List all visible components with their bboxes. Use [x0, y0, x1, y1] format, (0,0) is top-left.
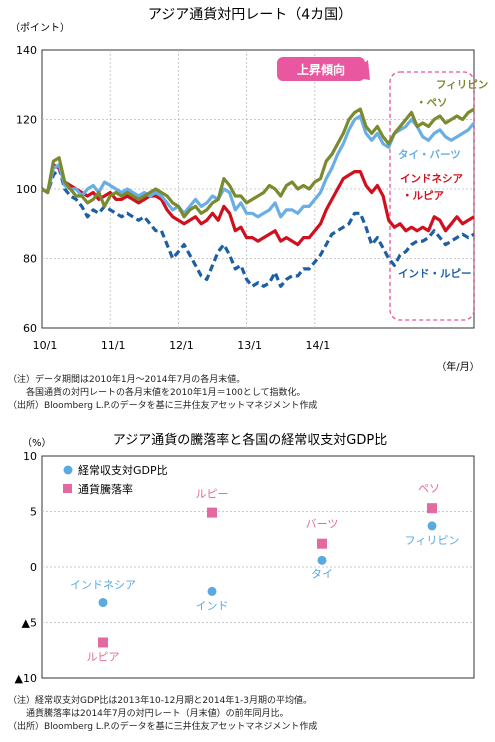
scatter-point-label: バーツ [306, 518, 339, 531]
scatter-ytick-label: ▲10 [15, 672, 37, 685]
scatter-point-gdp [427, 521, 437, 531]
series-line-philippines [41, 107, 475, 219]
note-bottom-line: （注）経常収支対GDP比は2013年10-12月期と2014年1-3月期の平均値… [8, 694, 312, 706]
scatter-point-fx [98, 637, 108, 648]
scatter-chart-ylabel: （%） [22, 437, 52, 449]
trend-annotation: 上昇傾向 [277, 57, 370, 81]
note-bottom-line: （出所）Bloomberg L.P.のデータを基に三井住友アセットマネジメント作… [8, 720, 317, 732]
line-ytick-label: 80 [23, 253, 37, 266]
scatter-ytick-label: 5 [30, 506, 37, 519]
scatter-point-label: インドネシア [70, 579, 136, 592]
scatter-point-label: ペソ [418, 482, 440, 495]
legend-label: 通貨騰落率 [78, 482, 133, 496]
note-bottom-line: 通貨騰落率は2014年7月の対円レート（月末値）の前年同月比。 [8, 707, 289, 719]
scatter-chart-title: アジア通貨の騰落率と各国の経常収支対GDP比 [113, 432, 387, 448]
note-top-line: （注）データ期間は2010年1月～2014年7月の各月末値。 [8, 373, 245, 385]
series-label-indonesia: ・ルピア [402, 190, 444, 202]
line-ytick-label: 60 [23, 322, 37, 335]
scatter-ytick-label: 10 [23, 450, 37, 463]
scatter-point-label: フィリピン [405, 534, 460, 547]
scatter-point-fx [427, 503, 437, 514]
series-label-thailand: タイ・バーツ [398, 149, 461, 161]
scatter-point-fx [207, 507, 217, 518]
series-label-philippines: ・ペソ [416, 97, 448, 109]
legend-marker-fx [63, 484, 72, 493]
line-xtick-label: 14/1 [305, 339, 330, 352]
scatter-point-gdp [317, 555, 327, 565]
scatter-point-gdp [207, 586, 217, 596]
series-line-india [41, 166, 475, 288]
legend-marker-gdp [63, 465, 73, 475]
legend-label: 経常収支対GDP比 [78, 463, 168, 477]
series-label-india: インド・ルピー [398, 268, 472, 280]
line-chart-ylabel: （ポイント） [10, 22, 70, 34]
scatter-point-gdp [98, 598, 108, 608]
scatter-point-fx [317, 538, 327, 549]
line-chart-title: アジア通貨対円レート（4カ国） [148, 6, 352, 23]
line-chart-xlabel: （年/月） [436, 360, 479, 373]
scatter-point-label: インド [196, 599, 229, 612]
line-xtick-label: 12/1 [169, 339, 194, 352]
line-ytick-label: 140 [16, 44, 37, 57]
trend-highlight-box [389, 71, 475, 321]
line-xtick-label: 10/1 [33, 339, 58, 352]
series-label-philippines: フィリピン [436, 79, 488, 91]
series-line-thailand [41, 114, 476, 219]
series-label-indonesia: インドネシア [400, 173, 463, 185]
note-top-line: （出所）Bloomberg L.P.のデータを基に三井住友アセットマネジメント作… [8, 399, 317, 411]
line-xtick-label: 11/1 [101, 339, 126, 352]
scatter-ytick-label: 0 [30, 561, 37, 574]
trend-annotation-label: 上昇傾向 [297, 62, 345, 77]
note-top-line: 各国通貨の対円レートの各月末値を2010年1月＝100として指数化。 [8, 386, 306, 398]
line-ytick-label: 120 [16, 114, 37, 127]
scatter-point-label: ルピア [87, 650, 120, 663]
line-ytick-label: 100 [16, 183, 37, 196]
scatter-point-label: タイ [311, 567, 333, 580]
scatter-ytick-label: ▲5 [22, 617, 37, 630]
line-xtick-label: 13/1 [237, 339, 262, 352]
series-line-indonesia [41, 163, 475, 247]
scatter-point-label: ルピー [196, 488, 229, 501]
